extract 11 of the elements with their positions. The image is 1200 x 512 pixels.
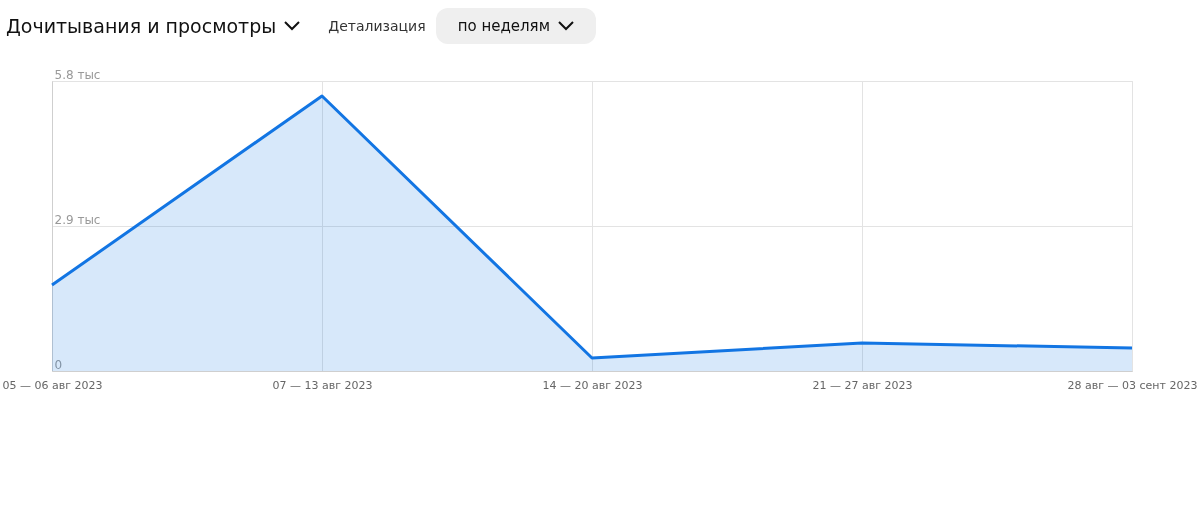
x-tick-label: 05 — 06 авг 2023 bbox=[2, 378, 103, 392]
x-tick-label: 14 — 20 авг 2023 bbox=[542, 378, 643, 392]
x-tick-label: 21 — 27 авг 2023 bbox=[812, 378, 913, 392]
x-tick-label: 28 авг — 03 сент 2023 bbox=[1067, 378, 1198, 392]
y-tick-label: 5.8 тыс bbox=[54, 67, 101, 82]
text: Детализация bbox=[328, 18, 426, 34]
y-tick-label: 0 bbox=[54, 357, 63, 372]
dropdown-button: по неделям bbox=[435, 8, 596, 44]
chart-title: Дочитывания и просмотры bbox=[6, 15, 277, 37]
y-tick-label: 2.9 тыс bbox=[54, 212, 101, 227]
x-tick-label: 07 — 13 авг 2023 bbox=[272, 378, 373, 392]
